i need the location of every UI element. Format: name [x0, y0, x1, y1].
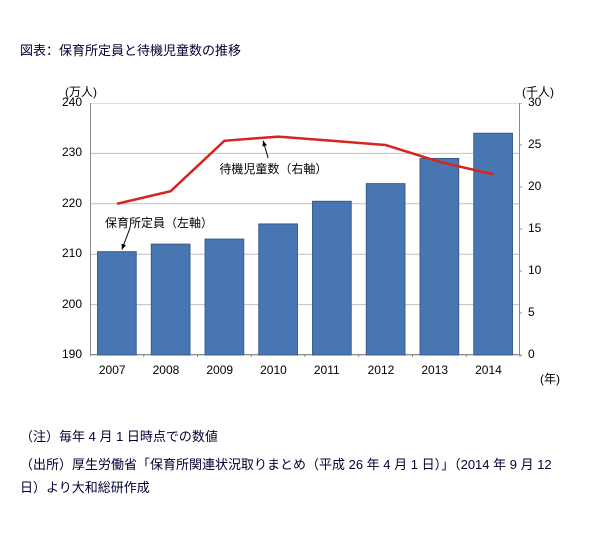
- footnote-note: （注）毎年 4 月 1 日時点での数値: [20, 425, 570, 448]
- footnote-source: （出所）厚生労働省「保育所関連状況取りまとめ（平成 26 年 4 月 1 日）」…: [20, 453, 570, 500]
